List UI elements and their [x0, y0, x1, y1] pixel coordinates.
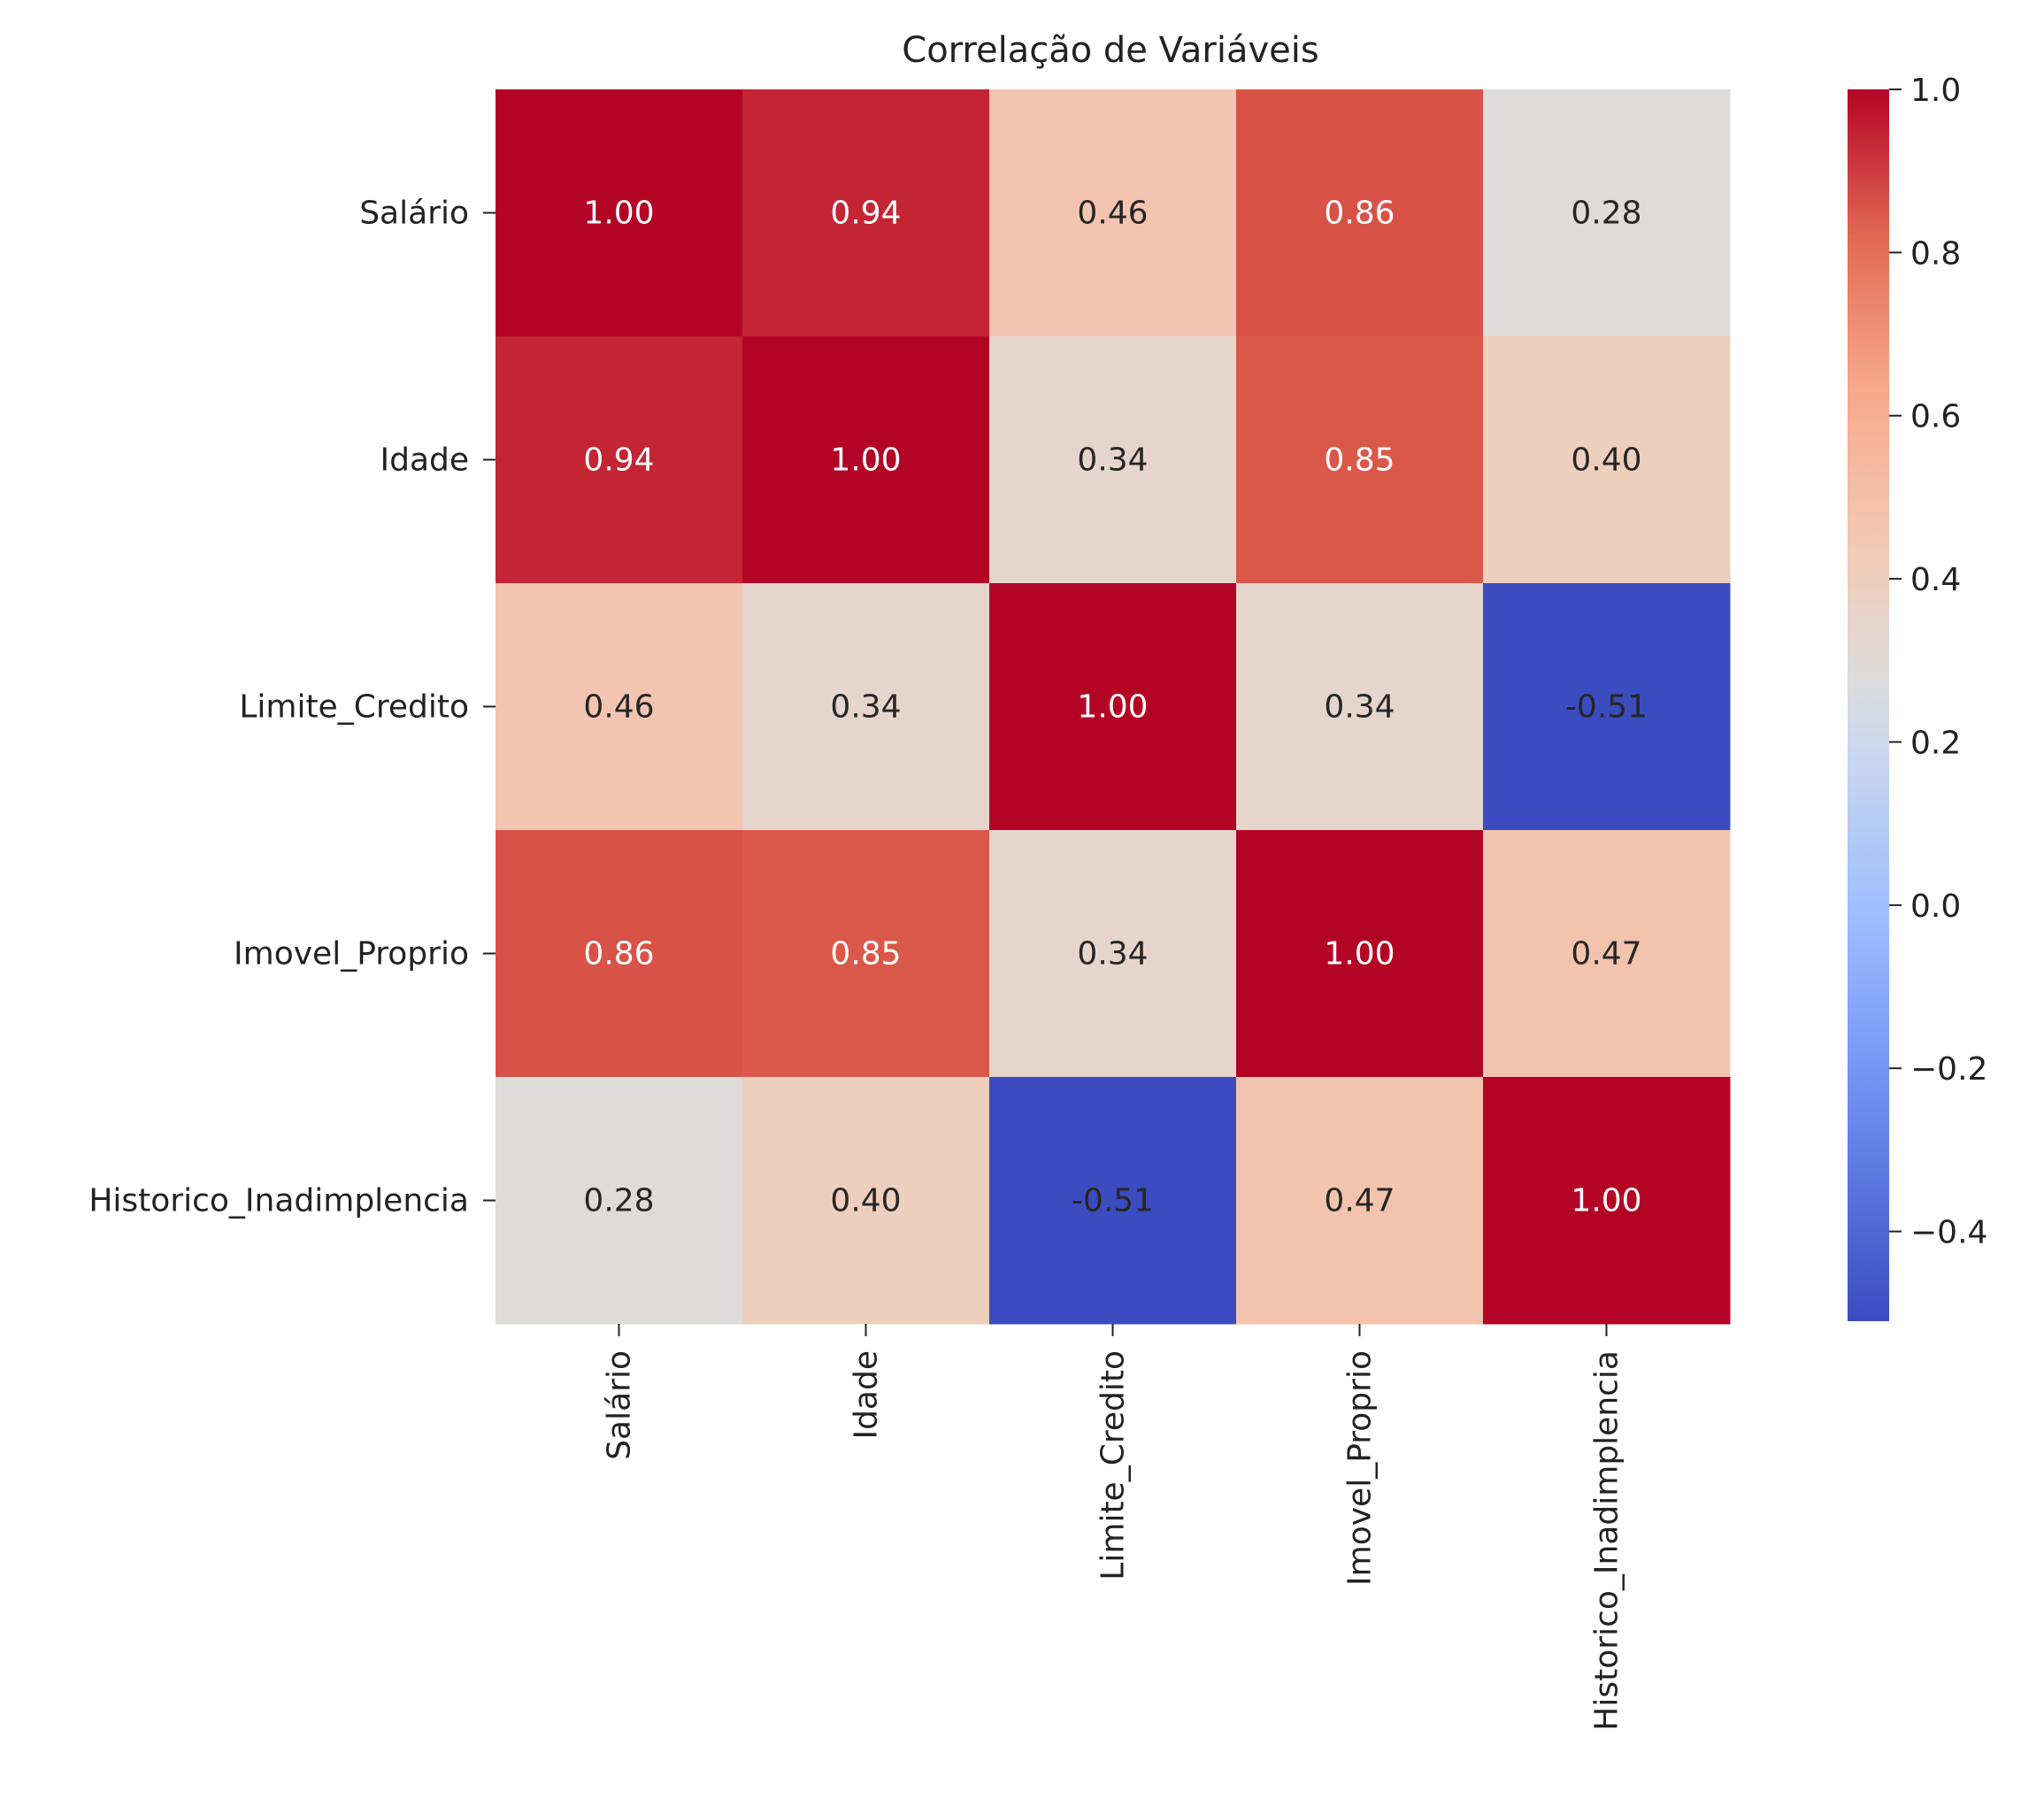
x-tick-label: Imovel_Proprio [1342, 1350, 1379, 1586]
x-axis-tick-labels: Salário Idade Limite_Credito Imovel_Proprio… [602, 1324, 1625, 1731]
heatmap-cell [1483, 89, 1731, 337]
heatmap-cells: 1.00 0.94 0.46 0.86 0.28 0.94 1.00 0.34 0.85 0.40… [496, 89, 1731, 1325]
heatmap-cell [1483, 583, 1731, 831]
cell-value-label: 0.34 [830, 689, 901, 726]
cell-value-label: 0.28 [1571, 196, 1641, 232]
heatmap-cell [1236, 830, 1484, 1078]
heatmap-cell [1483, 1077, 1731, 1325]
heatmap-cell [989, 1077, 1237, 1325]
cell-value-label: 0.85 [1324, 442, 1395, 479]
cell-value-label: 0.34 [1324, 689, 1395, 726]
heatmap-cell [742, 89, 990, 337]
colorbar-tick-label: −0.2 [1910, 1051, 1987, 1088]
cell-value-label: 0.28 [583, 1183, 654, 1219]
colorbar-tick-label: 1.0 [1910, 73, 1961, 109]
cell-value-label: 1.00 [1571, 1183, 1641, 1219]
heatmap-cell [1236, 1077, 1484, 1325]
cell-value-label: 0.94 [830, 196, 901, 232]
x-tick-label: Limite_Credito [1095, 1350, 1132, 1580]
heatmap-cell [989, 89, 1237, 337]
heatmap-cell [742, 336, 990, 584]
heatmap-cell [1483, 830, 1731, 1078]
colorbar-tick-label: −0.4 [1910, 1215, 1987, 1251]
y-tick-label: Imovel_Proprio [234, 936, 469, 973]
cell-value-label: 0.34 [1077, 936, 1148, 973]
heatmap-cell [496, 830, 743, 1078]
colorbar-tick-label: 0.4 [1910, 562, 1961, 598]
cell-value-label: 0.47 [1571, 936, 1641, 973]
heatmap-cell [742, 1077, 990, 1325]
heatmap-cell [989, 830, 1237, 1078]
cell-value-label: 0.34 [1077, 442, 1148, 479]
cell-value-label: 1.00 [583, 196, 654, 232]
heatmap-cell [496, 583, 743, 831]
colorbar-tick-label: 0.0 [1910, 888, 1961, 925]
cell-value-label: 1.00 [1077, 689, 1148, 726]
heatmap-cell [496, 336, 743, 584]
cell-value-label: 0.40 [1571, 442, 1641, 479]
cell-value-label: -0.51 [1072, 1183, 1154, 1219]
heatmap-cell [742, 583, 990, 831]
heatmap-cell [989, 583, 1237, 831]
colorbar-ticks: 1.0 0.8 0.6 0.4 0.2 0.0 −0.2 −0.4 [1889, 73, 1987, 1251]
cell-value-label: 1.00 [1324, 936, 1395, 973]
cell-value-label: 1.00 [830, 442, 901, 479]
heatmap-cell [496, 1077, 743, 1325]
heatmap-cell [989, 336, 1237, 584]
heatmap-cell [1236, 336, 1484, 584]
cell-value-label: 0.47 [1324, 1183, 1395, 1219]
y-tick-label: Idade [380, 442, 469, 479]
x-tick-label: Historico_Inadimplencia [1589, 1350, 1625, 1731]
cell-value-label: 0.46 [583, 689, 654, 726]
heatmap-cell [1236, 89, 1484, 337]
y-tick-label: Historico_Inadimplencia [88, 1183, 469, 1219]
colorbar-tick-label: 0.6 [1910, 399, 1961, 435]
colorbar-tick-label: 0.8 [1910, 235, 1961, 272]
cell-value-label: -0.51 [1565, 689, 1648, 726]
heatmap-cell [496, 89, 743, 337]
colorbar-tick-label: 0.2 [1910, 725, 1961, 761]
cell-value-label: 0.94 [583, 442, 654, 479]
cell-value-label: 0.85 [830, 936, 901, 973]
cell-value-label: 0.46 [1077, 196, 1148, 232]
y-tick-label: Salário [359, 196, 469, 232]
heatmap-cell [1236, 583, 1484, 831]
heatmap-cell [742, 830, 990, 1078]
cell-value-label: 0.86 [1324, 196, 1395, 232]
y-tick-label: Limite_Credito [239, 689, 469, 726]
heatmap-cell [1483, 336, 1731, 584]
colorbar [1848, 89, 1889, 1321]
cell-value-label: 0.86 [583, 936, 654, 973]
x-tick-label: Idade [849, 1350, 885, 1440]
y-axis-tick-labels: Salário Idade Limite_Credito Imovel_Proprio… [88, 196, 496, 1219]
cell-value-label: 0.40 [830, 1183, 901, 1219]
chart-title: Correlação de Variáveis [902, 30, 1318, 71]
x-tick-label: Salário [602, 1350, 638, 1460]
